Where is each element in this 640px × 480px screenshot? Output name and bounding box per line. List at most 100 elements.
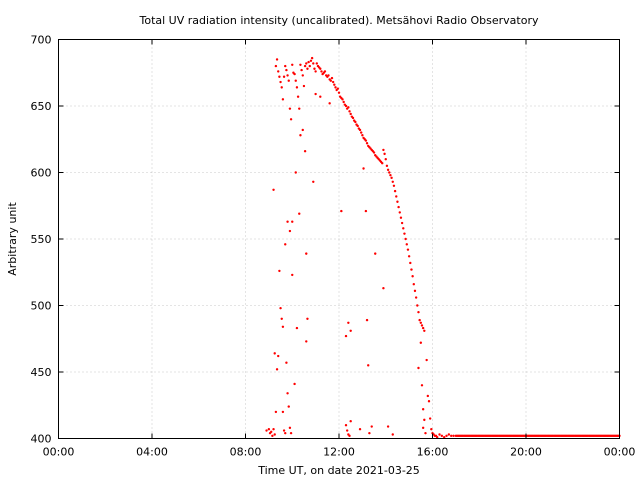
data-point [286, 392, 289, 395]
data-point [314, 70, 317, 73]
data-point [397, 205, 400, 209]
data-point [374, 252, 377, 255]
data-point [421, 408, 425, 411]
data-point [365, 318, 369, 322]
x-tick-label: 00:00 [43, 446, 75, 459]
data-point [275, 368, 279, 371]
data-point [319, 95, 322, 98]
data-point [419, 321, 423, 324]
data-point [330, 76, 334, 80]
data-point [382, 287, 385, 290]
data-point [295, 86, 299, 89]
data-point [298, 107, 301, 110]
data-point [412, 283, 415, 286]
data-point [286, 220, 289, 223]
data-point [407, 255, 411, 258]
data-point [368, 431, 371, 435]
x-tick-label: 12:00 [323, 446, 355, 459]
data-point [413, 289, 417, 293]
data-point [289, 118, 293, 121]
data-point [306, 317, 309, 320]
data-point [319, 67, 322, 70]
data-point [410, 268, 413, 271]
x-tick-label: 20:00 [510, 446, 542, 459]
data-point [294, 79, 297, 82]
data-point [392, 184, 396, 187]
data-point [273, 352, 276, 355]
data-point [298, 212, 301, 215]
data-point [349, 329, 352, 332]
data-point [345, 429, 349, 432]
data-point [272, 188, 275, 191]
data-point [278, 269, 281, 273]
data-point [418, 318, 421, 322]
data-point [277, 70, 280, 73]
data-point [314, 92, 317, 96]
data-point [421, 326, 425, 330]
data-point [348, 434, 351, 438]
data-point [342, 100, 345, 104]
data-point [271, 434, 274, 438]
data-point [279, 80, 282, 84]
data-point [285, 361, 288, 364]
data-point [293, 382, 296, 386]
data-point [307, 60, 310, 64]
data-point [381, 161, 384, 165]
data-point [288, 229, 292, 233]
data-point [272, 427, 275, 431]
data-point [301, 74, 304, 77]
data-point [389, 173, 392, 177]
data-point [416, 304, 419, 307]
data-point [286, 74, 289, 77]
y-tick-label: 550 [31, 233, 52, 246]
data-point [305, 252, 308, 255]
data-point [287, 405, 290, 408]
data-point [344, 334, 348, 338]
data-point [364, 209, 368, 213]
data-point [344, 424, 348, 427]
data-point [312, 62, 315, 65]
data-point [288, 426, 292, 430]
y-axis-title: Arbitrary unit [6, 202, 19, 276]
data-point [424, 431, 427, 435]
data-point [308, 64, 311, 68]
data-point [417, 366, 420, 370]
data-point [419, 341, 423, 344]
data-point [367, 364, 370, 367]
data-point [391, 180, 394, 184]
data-point [306, 67, 309, 70]
data-point [287, 79, 290, 82]
grid-lines [58, 39, 620, 439]
data-point [421, 426, 425, 430]
data-point [348, 110, 351, 113]
data-point [299, 63, 302, 66]
data-point [417, 310, 420, 314]
data-point [328, 102, 331, 105]
data-point [423, 329, 426, 332]
data-point [364, 139, 368, 142]
data-point [273, 433, 276, 436]
data-point [382, 148, 385, 152]
data-point [386, 168, 390, 172]
data-point [294, 171, 297, 174]
data-point [281, 410, 285, 414]
data-point [280, 317, 283, 320]
data-point [393, 189, 397, 193]
data-point [358, 128, 362, 132]
data-point [372, 151, 376, 154]
y-tick-label: 450 [31, 366, 52, 379]
data-point [386, 425, 390, 428]
data-point [423, 418, 426, 422]
data-point [362, 167, 365, 170]
data-point [265, 429, 268, 432]
data-point [301, 128, 304, 132]
data-point [404, 237, 407, 241]
data-point [323, 70, 327, 73]
data-point [435, 435, 439, 439]
data-point [331, 80, 335, 84]
data-point [402, 227, 405, 230]
data-point [284, 431, 287, 435]
data-point [361, 134, 364, 137]
data-point [296, 95, 300, 98]
